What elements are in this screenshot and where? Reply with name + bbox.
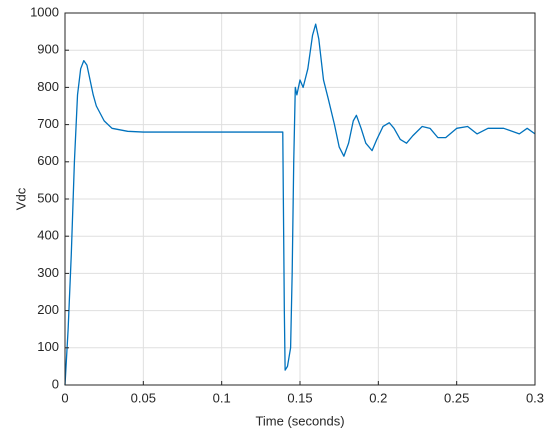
y-tick-label: 100 <box>37 339 59 354</box>
y-tick-label: 900 <box>37 42 59 57</box>
x-tick-label: 0.1 <box>213 390 231 405</box>
y-tick-label: 300 <box>37 265 59 280</box>
x-tick-label: 0.2 <box>369 390 387 405</box>
x-axis-label: Time (seconds) <box>255 413 344 428</box>
x-tick-label: 0.15 <box>287 390 312 405</box>
x-tick-label: 0.25 <box>444 390 469 405</box>
y-tick-label: 200 <box>37 302 59 317</box>
x-tick-label: 0.05 <box>131 390 156 405</box>
y-tick-label: 700 <box>37 116 59 131</box>
y-tick-label: 400 <box>37 228 59 243</box>
y-axis-label: Vdc <box>13 187 28 210</box>
y-tick-label: 1000 <box>30 4 59 19</box>
y-tick-label: 800 <box>37 79 59 94</box>
y-tick-label: 0 <box>52 376 59 391</box>
y-tick-label: 600 <box>37 153 59 168</box>
line-series <box>64 23 536 386</box>
x-tick-label: 0 <box>61 390 68 405</box>
y-tick-label: 500 <box>37 190 59 205</box>
x-tick-label: 0.3 <box>526 390 544 405</box>
